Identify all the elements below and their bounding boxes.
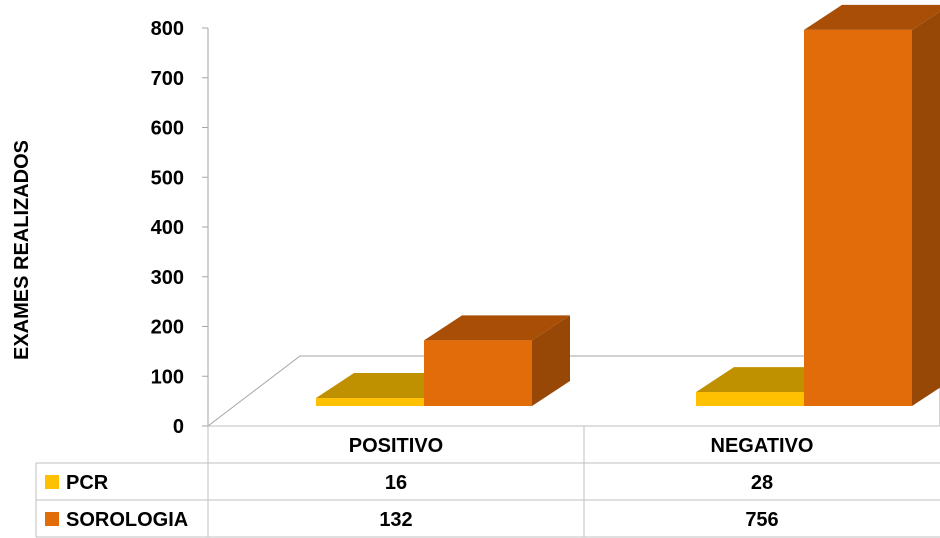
y-tick-label: 700 xyxy=(151,68,184,90)
y-tick-label: 500 xyxy=(151,167,184,189)
y-tick-label: 400 xyxy=(151,217,184,239)
legend-swatch xyxy=(45,475,59,489)
bar-sorologia-positivo xyxy=(424,315,570,406)
y-tick-label: 300 xyxy=(151,267,184,289)
data-table: POSITIVO NEGATIVO PCR 16 28 SOROLOGIA 132 756 xyxy=(35,425,940,538)
bar-front xyxy=(804,29,912,406)
y-tick-label: 800 xyxy=(151,18,184,40)
table-cell-value: 28 xyxy=(751,472,773,494)
table-cell-value: 16 xyxy=(385,472,407,494)
y-axis-title: EXAMES REALIZADOS xyxy=(11,140,33,360)
legend-label: PCR xyxy=(66,472,109,494)
table-header-positivo: POSITIVO xyxy=(349,435,443,457)
bar-front xyxy=(696,392,804,406)
bar-side xyxy=(532,315,570,406)
bar-sorologia-negativo xyxy=(804,4,940,406)
bar-front xyxy=(316,398,424,406)
table-cell-value: 132 xyxy=(379,509,412,531)
bar-top xyxy=(804,4,940,30)
bar-top xyxy=(424,315,570,341)
y-tick-label: 0 xyxy=(173,416,184,438)
legend-label: SOROLOGIA xyxy=(66,509,188,531)
legend-swatch xyxy=(45,512,59,526)
bar-front xyxy=(424,340,532,406)
y-tick-label: 600 xyxy=(151,118,184,140)
bars xyxy=(316,4,940,406)
y-tick-label: 100 xyxy=(151,366,184,388)
table-cell-value: 756 xyxy=(745,509,778,531)
bar-side xyxy=(912,11,940,406)
y-tick-label: 200 xyxy=(151,317,184,339)
table-header-negativo: NEGATIVO xyxy=(711,435,814,457)
y-axis: 0 100 200 300 400 500 600 700 800 xyxy=(151,18,209,438)
